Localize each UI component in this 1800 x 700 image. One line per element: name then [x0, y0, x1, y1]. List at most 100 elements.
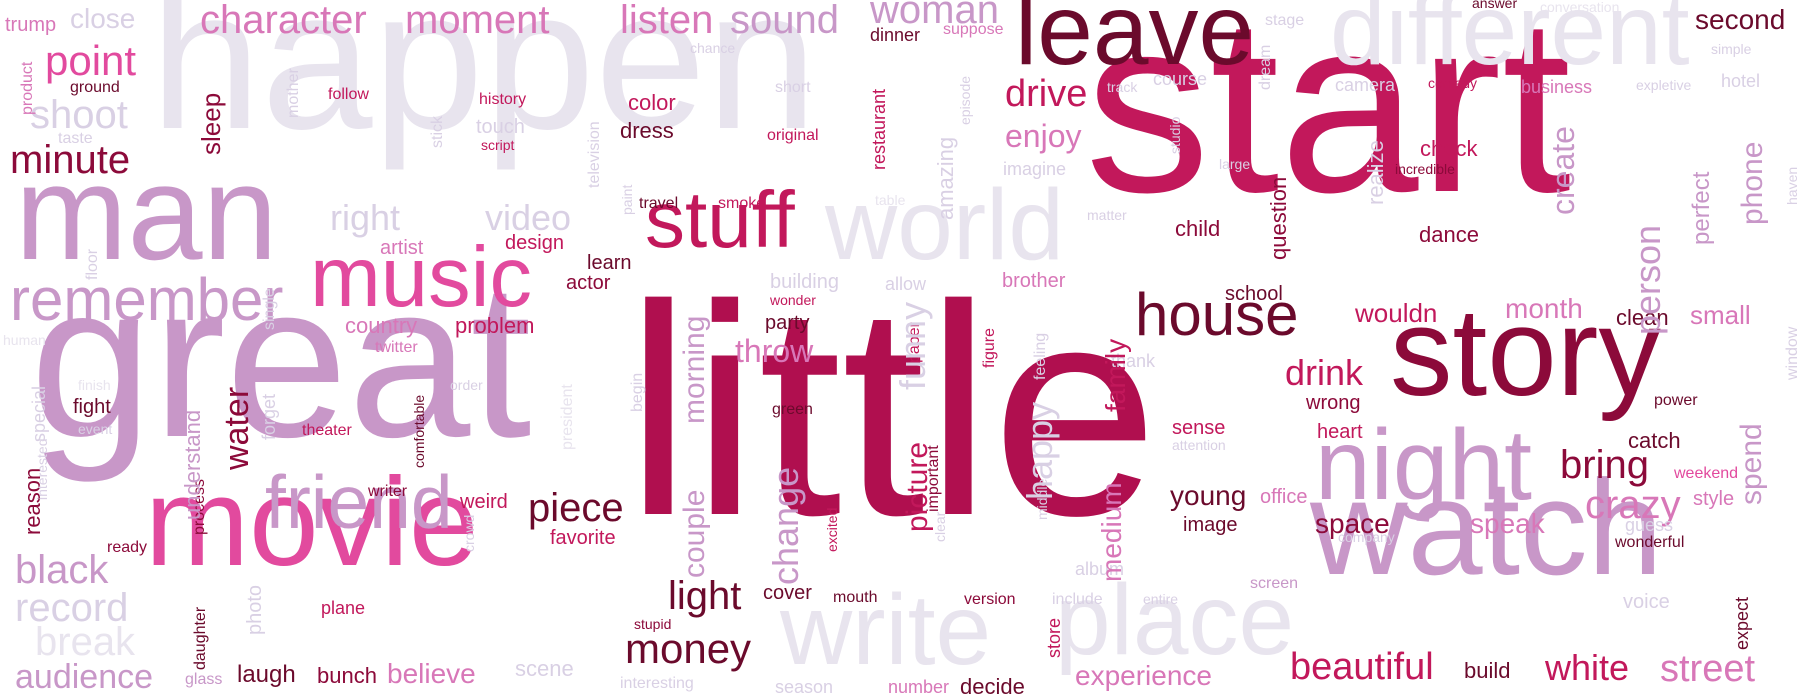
word-speak: speak	[1470, 508, 1545, 539]
word-color: color	[628, 90, 676, 115]
word-light: light	[668, 574, 742, 618]
word-television: television	[586, 121, 603, 188]
word-money: money	[625, 625, 752, 672]
word-stick: stick	[429, 116, 446, 148]
word-dance: dance	[1419, 222, 1479, 247]
word-guess: guess	[1625, 515, 1674, 535]
word-plane: plane	[321, 598, 366, 618]
word-month: month	[1505, 293, 1583, 324]
word-bunch: bunch	[317, 663, 377, 688]
word-place: place	[1055, 564, 1295, 676]
word-learn: learn	[587, 252, 632, 274]
word-ground: ground	[70, 79, 120, 96]
word-beautiful: beautiful	[1290, 646, 1434, 688]
word-hotel: hotel	[1721, 71, 1761, 91]
word-ready: ready	[107, 539, 148, 556]
word-album: album	[1075, 559, 1125, 579]
word-attention: attention	[1172, 437, 1226, 453]
word-finish: finish	[78, 377, 111, 393]
word-photo: photo	[244, 584, 266, 635]
word-laugh: laugh	[237, 661, 296, 688]
word-sleep: sleep	[196, 92, 226, 155]
word-interested: interested	[34, 438, 50, 500]
word-building: building	[770, 271, 839, 293]
word-country: country	[345, 313, 418, 338]
word-cover: cover	[763, 582, 812, 604]
word-special: special	[29, 385, 49, 442]
word-music: music	[310, 230, 532, 325]
word-couple: couple	[678, 489, 711, 578]
word-enjoy: enjoy	[1005, 118, 1082, 154]
word-piece: piece	[528, 486, 624, 530]
word-touch: touch	[476, 116, 525, 138]
word-start: start	[1085, 0, 1572, 244]
word-medium: medium	[1096, 482, 1127, 582]
word-event: event	[78, 421, 113, 437]
word-incredible: incredible	[1395, 161, 1455, 177]
word-mother: mother	[285, 68, 302, 118]
word-wonderful: wonderful	[1615, 534, 1685, 551]
word-clear: clear	[932, 511, 948, 542]
word-friend: friend	[265, 460, 453, 544]
word-figure: figure	[981, 327, 998, 368]
word-wrong: wrong	[1306, 392, 1361, 414]
word-man: man	[15, 137, 278, 288]
word-company: company	[1338, 529, 1395, 545]
word-stuff: stuff	[645, 175, 795, 264]
word-dream: dream	[1257, 44, 1274, 90]
word-character: character	[200, 0, 367, 42]
word-large: large	[1219, 156, 1251, 172]
word-daughter: daughter	[192, 606, 209, 670]
word-follow: follow	[328, 86, 369, 103]
word-sound: sound	[730, 0, 839, 42]
word-short: short	[775, 79, 811, 96]
word-favorite: favorite	[550, 527, 616, 549]
word-amazing: amazing	[933, 136, 958, 220]
word-artist: artist	[380, 237, 424, 259]
word-include: include	[1052, 591, 1103, 608]
word-glass: glass	[185, 671, 223, 688]
word-movie: movie	[145, 453, 479, 592]
word-catch: catch	[1628, 428, 1681, 453]
word-believe: believe	[387, 658, 476, 689]
word-child: child	[1175, 216, 1221, 241]
word-listen: listen	[620, 0, 714, 42]
word-voice: voice	[1623, 591, 1670, 613]
word-decide: decide	[960, 674, 1025, 699]
word-throw: throw	[735, 333, 814, 369]
word-video: video	[485, 197, 572, 238]
word-point: point	[45, 37, 137, 84]
word-small: small	[1690, 300, 1751, 330]
word-imagine: imagine	[1003, 159, 1067, 179]
word-funny: funny	[892, 301, 933, 390]
word-feeling: feeling	[1032, 332, 1049, 380]
word-night: night	[1315, 409, 1532, 521]
word-drink: drink	[1285, 352, 1364, 393]
word-twitter: twitter	[375, 339, 418, 356]
word-dinner: dinner	[870, 25, 921, 45]
word-close: close	[70, 3, 136, 34]
word-person: person	[1627, 224, 1668, 335]
word-check: check	[1420, 136, 1478, 161]
word-different: different	[1330, 0, 1690, 86]
word-audience: audience	[15, 658, 154, 696]
word-wonder: wonder	[770, 292, 816, 308]
word-bring: bring	[1560, 443, 1649, 487]
word-track: track	[1107, 79, 1138, 95]
word-course: course	[1153, 69, 1208, 89]
word-studio: studio	[1167, 116, 1183, 154]
word-happen: happen	[150, 0, 818, 171]
word-change: change	[765, 466, 806, 585]
word-dress: dress	[620, 118, 674, 143]
word-single: single	[261, 288, 278, 330]
word-second: second	[1695, 4, 1786, 35]
word-middle: middle	[1034, 478, 1050, 520]
word-expect: expect	[1732, 596, 1752, 650]
word-order: order	[450, 377, 483, 393]
word-great: great	[30, 237, 532, 483]
word-smoke: smoke	[718, 195, 766, 212]
word-perfect: perfect	[1688, 171, 1715, 245]
word-actor: actor	[566, 272, 611, 294]
word-suppose: suppose	[943, 21, 1004, 38]
